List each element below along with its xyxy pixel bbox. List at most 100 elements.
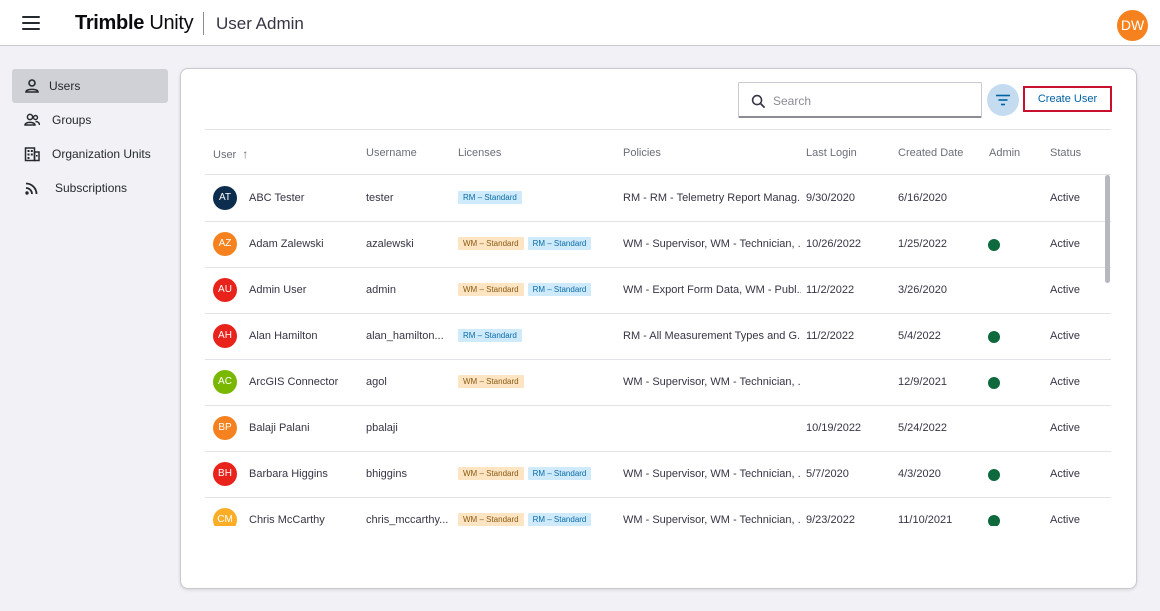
user-avatar-badge: BP: [213, 416, 237, 440]
policies: WM - Export Form Data, WM - Publ...: [623, 284, 801, 296]
status: Active: [1050, 330, 1080, 342]
user-name: ABC Tester: [249, 192, 305, 204]
column-header-user[interactable]: User ↑: [213, 147, 248, 161]
user-avatar-badge: CM: [213, 508, 237, 526]
admin-indicator-icon: [988, 469, 1000, 481]
created-date: 11/10/2021: [898, 514, 953, 526]
user-avatar-badge: AU: [213, 278, 237, 302]
policies: RM - All Measurement Types and G...: [623, 330, 801, 342]
brand-logo: Trimble Unity: [75, 10, 194, 36]
username: tester: [366, 192, 394, 204]
license-chips: RM – Standard: [458, 191, 522, 204]
username: agol: [366, 376, 387, 388]
sidebar: Users Groups Organization Units Sub: [12, 69, 168, 205]
license-chips: WM – Standard: [458, 375, 524, 388]
sidebar-item-users[interactable]: Users: [12, 69, 168, 103]
column-header-status: Status: [1050, 147, 1082, 159]
table-row[interactable]: CM Chris McCarthy chris_mccarthy... WM – St…: [205, 498, 1111, 526]
filter-button[interactable]: [987, 84, 1019, 116]
column-header-created-date[interactable]: Created Date: [898, 147, 964, 159]
user-avatar[interactable]: DW: [1117, 10, 1148, 41]
sidebar-item-subscriptions[interactable]: Subscriptions: [12, 171, 168, 205]
sidebar-item-label: Organization Units: [52, 147, 151, 161]
table-row[interactable]: AZ Adam Zalewski azalewski WM – Standard RM …: [205, 222, 1111, 268]
license-chip: RM – Standard: [527, 467, 592, 480]
user-avatar-badge: AZ: [213, 232, 237, 256]
people-icon: [24, 113, 40, 126]
top-bar: Trimble Unity User Admin DW: [0, 0, 1160, 46]
username: alan_hamilton...: [366, 330, 444, 342]
column-header-username[interactable]: Username: [366, 147, 417, 159]
sidebar-item-organization-units[interactable]: Organization Units: [12, 137, 168, 171]
last-login: 10/26/2022: [806, 238, 862, 250]
app-title: User Admin: [216, 14, 304, 33]
license-chip: RM – Standard: [527, 513, 592, 526]
user-name: ArcGIS Connector: [249, 376, 339, 388]
policies: WM - Supervisor, WM - Technician, ...: [623, 514, 801, 526]
table-row[interactable]: BP Balaji Palani pbalaji 10/19/2022 5/24/202…: [205, 406, 1111, 452]
policies: WM - Supervisor, WM - Technician, ...: [623, 468, 801, 480]
sidebar-item-groups[interactable]: Groups: [12, 103, 168, 137]
table-row[interactable]: AU Admin User admin WM – Standard RM – Stand…: [205, 268, 1111, 314]
admin-indicator-icon: [988, 239, 1000, 251]
last-login: 9/23/2022: [806, 514, 855, 526]
policies: WM - Supervisor, WM - Technician, ...: [623, 238, 801, 250]
created-date: 5/4/2022: [898, 330, 941, 342]
users-table: User ↑ Username Licenses Policies Last L…: [205, 129, 1111, 175]
column-header-last-login[interactable]: Last Login: [806, 147, 857, 159]
menu-icon[interactable]: [22, 16, 40, 30]
license-chips: WM – Standard RM – Standard: [458, 467, 592, 480]
status: Active: [1050, 376, 1080, 388]
building-icon: [24, 147, 40, 162]
policies: RM - RM - Telemetry Report Manag...: [623, 192, 801, 204]
table-header: User ↑ Username Licenses Policies Last L…: [205, 129, 1111, 175]
last-login: 5/7/2020: [806, 468, 849, 480]
column-header-licenses: Licenses: [458, 147, 502, 159]
license-chip: RM – Standard: [527, 283, 592, 296]
created-date: 3/26/2020: [898, 284, 947, 296]
admin-indicator-icon: [988, 331, 1000, 343]
scrollbar-thumb[interactable]: [1105, 175, 1110, 283]
license-chips: WM – Standard RM – Standard: [458, 513, 592, 526]
search-input[interactable]: [773, 91, 973, 111]
username: bhiggins: [366, 468, 407, 480]
license-chip: WM – Standard: [458, 375, 524, 388]
user-name: Barbara Higgins: [249, 468, 328, 480]
search-box: [738, 82, 982, 118]
last-login: 9/30/2020: [806, 192, 855, 204]
filter-icon: [996, 94, 1010, 106]
sidebar-item-label: Users: [49, 79, 81, 93]
user-name: Balaji Palani: [249, 422, 310, 434]
created-date: 1/25/2022: [898, 238, 947, 250]
search-icon: [751, 94, 766, 109]
last-login: 11/2/2022: [806, 330, 855, 342]
policies: WM - Supervisor, WM - Technician, ...: [623, 376, 801, 388]
license-chip: WM – Standard: [458, 467, 524, 480]
status: Active: [1050, 238, 1080, 250]
status: Active: [1050, 514, 1080, 526]
status: Active: [1050, 468, 1080, 480]
license-chips: WM – Standard RM – Standard: [458, 237, 592, 250]
license-chips: RM – Standard: [458, 329, 522, 342]
table-body: AT ABC Tester tester RM – Standard RM - RM -…: [205, 176, 1111, 526]
license-chip: RM – Standard: [458, 191, 522, 204]
users-card: Create User User ↑ Username Licenses Pol…: [180, 68, 1137, 589]
user-avatar-badge: AH: [213, 324, 237, 348]
license-chip: RM – Standard: [527, 237, 592, 250]
status: Active: [1050, 284, 1080, 296]
table-row[interactable]: AH Alan Hamilton alan_hamilton... RM – Stan…: [205, 314, 1111, 360]
sidebar-item-label: Subscriptions: [55, 181, 128, 195]
table-row[interactable]: AC ArcGIS Connector agol WM – Standard WM - …: [205, 360, 1111, 406]
created-date: 4/3/2020: [898, 468, 941, 480]
username: azalewski: [366, 238, 414, 250]
license-chips: WM – Standard RM – Standard: [458, 283, 592, 296]
license-chip: RM – Standard: [458, 329, 522, 342]
rss-icon: [25, 182, 38, 195]
user-name: Adam Zalewski: [249, 238, 324, 250]
user-name: Alan Hamilton: [249, 330, 318, 342]
table-row[interactable]: BH Barbara Higgins bhiggins WM – Standard RM…: [205, 452, 1111, 498]
table-row[interactable]: AT ABC Tester tester RM – Standard RM - RM -…: [205, 176, 1111, 222]
last-login: 11/2/2022: [806, 284, 855, 296]
create-user-button[interactable]: Create User: [1023, 86, 1112, 112]
sidebar-item-label: Groups: [52, 113, 92, 127]
